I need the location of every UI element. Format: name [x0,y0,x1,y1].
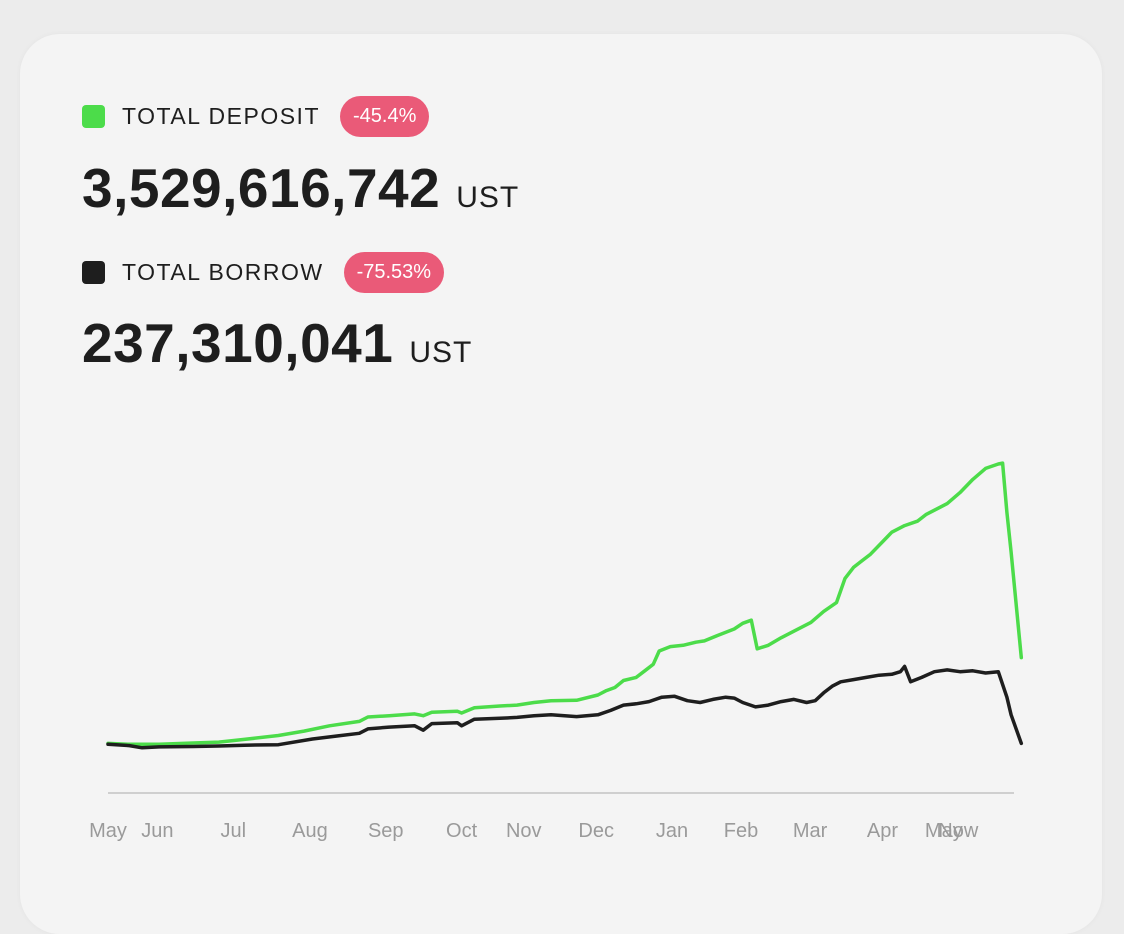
deposit-header: TOTAL DEPOSIT -45.4% [82,96,430,137]
x-tick-label: Apr [867,820,898,842]
deposit-change-badge: -45.4% [340,96,430,137]
x-tick-label: Nov [506,820,542,842]
x-tick-label: Feb [724,820,758,842]
x-tick-label: Aug [292,820,328,842]
borrow-value: 237,310,041 UST [82,311,472,375]
x-tick-label: May [925,820,963,842]
x-tick-label: Jul [220,820,246,842]
deposit-amount: 3,529,616,742 [82,157,441,219]
x-tick-label: Jun [141,820,173,842]
deposit-borrow-line-chart: May Jun Jul Aug Sep Oct Nov Dec Jan Feb Mar Apr MayN… [89,461,1024,842]
borrow-unit: UST [409,336,473,369]
borrow-label: TOTAL BORROW [122,259,324,285]
deposit-unit: UST [456,181,520,214]
x-tick-label: Mar [793,820,828,842]
borrow-change-badge: -75.53% [343,252,445,293]
x-tick-label: Jan [656,820,688,842]
deposit-label: TOTAL DEPOSIT [122,103,320,129]
borrow-header: TOTAL BORROW -75.53% [82,252,445,293]
x-tick-label: Now [938,820,979,842]
deposit-legend-swatch [82,105,105,128]
borrow-legend-swatch [82,261,105,284]
x-tick-label: May [89,820,127,842]
x-tick-label: Dec [578,820,614,842]
borrow-amount: 237,310,041 [82,312,394,374]
x-tick-label: Sep [368,820,404,842]
stats-card [20,34,1102,934]
deposit-series-line [106,461,1024,747]
borrow-series-line [106,664,1024,750]
x-tick-label: Oct [446,820,478,842]
deposit-value: 3,529,616,742 UST [82,156,519,220]
